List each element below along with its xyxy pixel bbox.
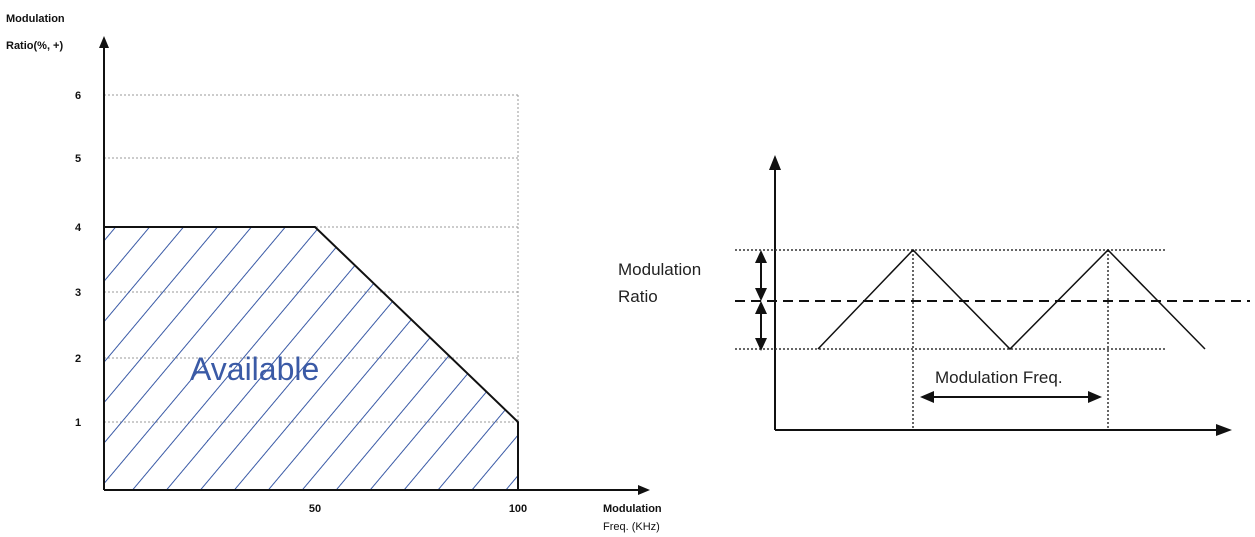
modulation-ratio-label-line2: Ratio	[618, 287, 658, 306]
modulation-ratio-label-line1: Modulation	[618, 260, 701, 279]
reference-lines	[735, 249, 1165, 430]
right-y-axis-arrow	[769, 155, 781, 170]
y-tick-label-5: 5	[75, 153, 81, 165]
y-tick-label-6: 6	[75, 90, 81, 102]
right-x-axis-arrow	[1216, 424, 1232, 436]
y-tick-label-3: 3	[75, 287, 81, 299]
left-chart: Modulation Ratio(%, +) 6 5 4 3 2 1 50 10…	[6, 13, 662, 533]
available-label: Available	[190, 351, 319, 387]
y-axis-title-line1: Modulation	[6, 13, 65, 25]
right-diagram: Modulation Ratio Modulation Freq.	[618, 155, 1250, 436]
x-tick-label-50: 50	[309, 503, 321, 515]
modulation-freq-label: Modulation Freq.	[935, 368, 1063, 387]
x-axis-title-line2: Freq. (KHz)	[603, 521, 660, 533]
x-axis-title-line1: Modulation	[603, 503, 662, 515]
triangle-wave	[817, 248, 1206, 351]
available-region-boundary	[104, 226, 519, 490]
y-tick-label-1: 1	[75, 417, 81, 429]
y-axis-arrow	[99, 36, 109, 48]
y-tick-label-2: 2	[75, 353, 81, 365]
modulation-freq-arrow	[920, 391, 1102, 403]
x-tick-label-100: 100	[509, 503, 527, 515]
y-tick-label-4: 4	[75, 222, 82, 234]
modulation-ratio-arrows	[755, 250, 767, 351]
x-axis-arrow	[638, 485, 650, 495]
y-axis-title-line2: Ratio(%, +)	[6, 40, 63, 52]
